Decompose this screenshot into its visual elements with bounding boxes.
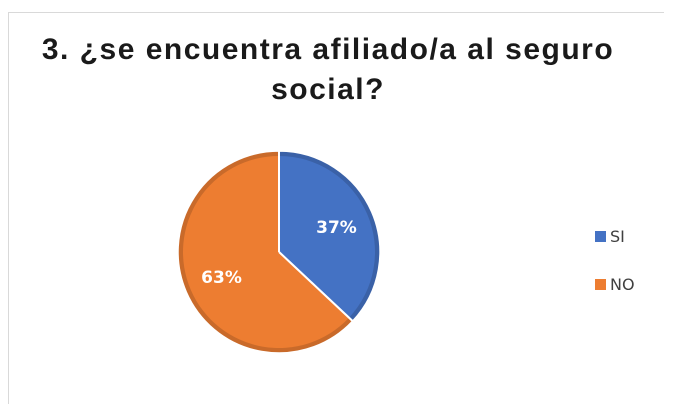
- legend-swatch-si: [595, 230, 606, 242]
- chart-title: 3. ¿se encuentra afiliado/a al seguro so…: [41, 33, 615, 106]
- legend-item-si: SI: [595, 226, 635, 246]
- data-label-no: 63%: [201, 268, 242, 288]
- legend: SI NO: [595, 226, 635, 322]
- pie-slice-no: [183, 156, 349, 348]
- legend-label-no: NO: [610, 274, 635, 294]
- pie-slice-si: [279, 156, 375, 318]
- legend-label-si: SI: [610, 226, 625, 246]
- data-label-si: 37%: [316, 218, 357, 238]
- slice-divider-no-0: [278, 251, 354, 322]
- legend-swatch-no: [595, 278, 606, 290]
- legend-item-no: NO: [595, 274, 635, 294]
